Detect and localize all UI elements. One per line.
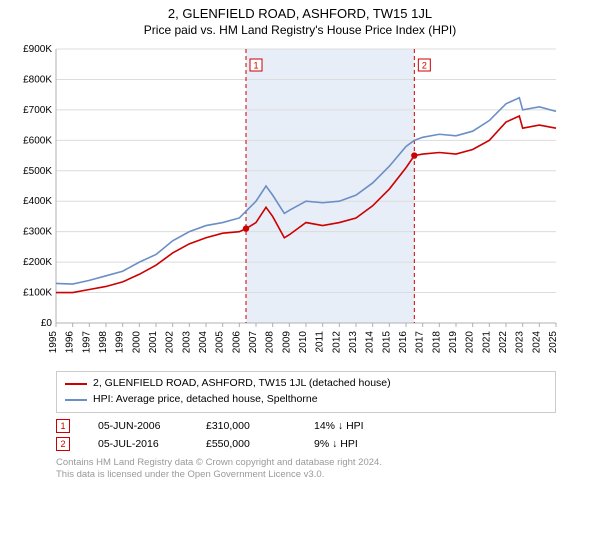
x-tick-label: 1999 — [115, 331, 126, 354]
footer-line-1: Contains HM Land Registry data © Crown c… — [56, 457, 590, 470]
x-tick-label: 2002 — [165, 331, 176, 354]
legend-swatch — [65, 399, 87, 401]
x-tick-label: 2007 — [248, 331, 259, 354]
x-tick-label: 1998 — [98, 331, 109, 354]
footer-attribution: Contains HM Land Registry data © Crown c… — [56, 457, 590, 483]
legend-item: 2, GLENFIELD ROAD, ASHFORD, TW15 1JL (de… — [65, 376, 547, 392]
chart-container: 2, GLENFIELD ROAD, ASHFORD, TW15 1JL Pri… — [0, 0, 600, 490]
transaction-row: 1 05-JUN-2006 £310,000 14% ↓ HPI — [56, 419, 590, 433]
x-tick-label: 2008 — [265, 331, 276, 354]
x-tick-label: 2012 — [331, 331, 342, 354]
x-tick-label: 2024 — [531, 331, 542, 354]
legend-item: HPI: Average price, detached house, Spel… — [65, 392, 547, 408]
transaction-delta: 9% ↓ HPI — [314, 438, 394, 450]
transaction-date: 05-JUN-2006 — [98, 420, 178, 432]
y-tick-label: £100K — [23, 288, 52, 299]
y-tick-label: £200K — [23, 257, 52, 268]
x-tick-label: 2003 — [181, 331, 192, 354]
x-tick-label: 1997 — [81, 331, 92, 354]
chart-svg: £0 £100K £200K £300K £400K £500K £600K £700K £80… — [10, 43, 570, 363]
x-tick-label: 2013 — [348, 331, 359, 354]
x-tick-label: 2016 — [398, 331, 409, 354]
y-tick-label: £900K — [23, 44, 52, 55]
transactions-table: 1 05-JUN-2006 £310,000 14% ↓ HPI 2 05-JUL-201… — [56, 419, 590, 451]
x-tick-label: 1995 — [48, 331, 59, 354]
x-tick-label: 2025 — [548, 331, 559, 354]
y-tick-label: £300K — [23, 227, 52, 238]
x-tick-label: 2000 — [131, 331, 142, 354]
chart-marker-label: 1 — [253, 60, 258, 70]
transaction-price: £310,000 — [206, 420, 286, 432]
transaction-date: 05-JUL-2016 — [98, 438, 178, 450]
x-tick-label: 2009 — [281, 331, 292, 354]
x-tick-label: 2022 — [498, 331, 509, 354]
y-tick-label: £500K — [23, 166, 52, 177]
footer-line-2: This data is licensed under the Open Gov… — [56, 469, 590, 482]
x-tick-label: 2014 — [365, 331, 376, 354]
transaction-price: £550,000 — [206, 438, 286, 450]
y-tick-label: £800K — [23, 74, 52, 85]
x-tick-label: 2011 — [315, 331, 326, 353]
x-tick-label: 2018 — [431, 331, 442, 354]
y-tick-label: £700K — [23, 105, 52, 116]
transaction-delta: 14% ↓ HPI — [314, 420, 394, 432]
x-tick-label: 2001 — [148, 331, 159, 354]
y-tick-label: £400K — [23, 196, 52, 207]
x-tick-label: 2017 — [415, 331, 426, 354]
legend-label: HPI: Average price, detached house, Spel… — [93, 392, 318, 408]
title-sub: Price paid vs. HM Land Registry's House … — [10, 23, 590, 37]
legend-label: 2, GLENFIELD ROAD, ASHFORD, TW15 1JL (de… — [93, 376, 391, 392]
x-tick-label: 2015 — [381, 331, 392, 354]
x-tick-label: 1996 — [65, 331, 76, 354]
legend: 2, GLENFIELD ROAD, ASHFORD, TW15 1JL (de… — [56, 371, 556, 413]
x-tick-label: 2020 — [465, 331, 476, 354]
x-tick-label: 2023 — [515, 331, 526, 354]
x-tick-label: 2004 — [198, 331, 209, 354]
transaction-marker: 2 — [56, 437, 70, 451]
title-main: 2, GLENFIELD ROAD, ASHFORD, TW15 1JL — [10, 6, 590, 21]
transaction-row: 2 05-JUL-2016 £550,000 9% ↓ HPI — [56, 437, 590, 451]
x-tick-label: 2019 — [448, 331, 459, 354]
x-tick-label: 2005 — [215, 331, 226, 354]
title-block: 2, GLENFIELD ROAD, ASHFORD, TW15 1JL Pri… — [10, 6, 590, 37]
x-tick-label: 2006 — [231, 331, 242, 354]
chart-area: £0 £100K £200K £300K £400K £500K £600K £700K £80… — [10, 43, 590, 363]
legend-swatch — [65, 383, 87, 385]
y-tick-label: £600K — [23, 135, 52, 146]
y-tick-label: £0 — [41, 318, 53, 329]
transaction-marker: 1 — [56, 419, 70, 433]
chart-marker-label: 2 — [422, 60, 427, 70]
x-tick-label: 2021 — [481, 331, 492, 354]
x-tick-label: 2010 — [298, 331, 309, 354]
